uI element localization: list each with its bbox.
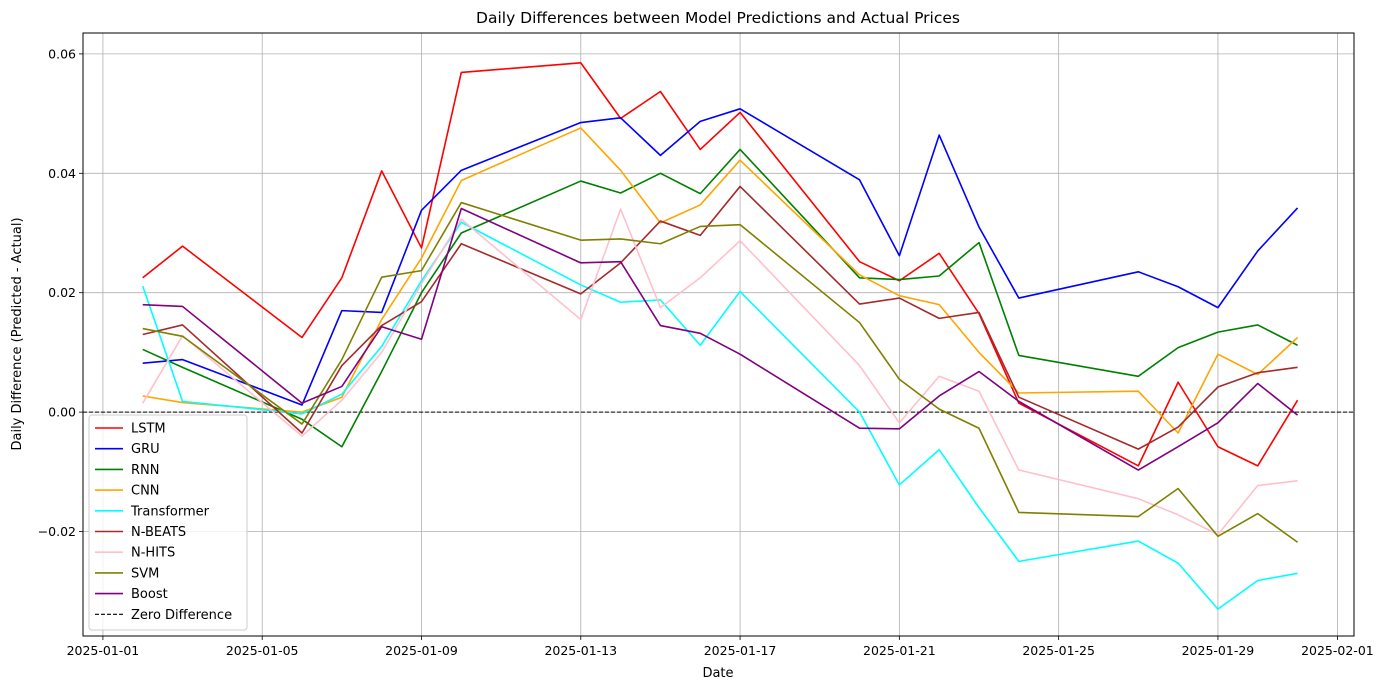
x-axis-label: Date xyxy=(702,666,733,681)
x-tick-label: 2025-01-21 xyxy=(863,643,936,658)
x-tick-label: 2025-02-01 xyxy=(1301,643,1374,658)
series-line-boost xyxy=(142,207,1299,471)
legend-label: N-BEATS xyxy=(131,525,186,540)
x-axis-ticks: 2025-01-01 2025-01-05 2025-01-09 2025-01-13… xyxy=(67,636,1374,658)
y-tick-label: 0.02 xyxy=(48,285,76,300)
x-tick-label: 2025-01-29 xyxy=(1182,643,1255,658)
plot-frame xyxy=(82,32,1355,637)
legend-label: LSTM xyxy=(131,422,166,437)
series-line-transformer xyxy=(141,221,1298,610)
x-tick-label: 2025-01-17 xyxy=(704,643,777,658)
legend-label: RNN xyxy=(131,463,159,478)
y-axis-ticks: −0.02 0.00 0.02 0.04 0.06 xyxy=(38,46,83,539)
series-gru xyxy=(142,108,1299,406)
series-cnn xyxy=(142,127,1299,434)
series-line-n-hits xyxy=(142,208,1298,536)
series-svm xyxy=(142,201,1299,543)
x-tick-label: 2025-01-25 xyxy=(1022,643,1095,658)
x-tick-label: 2025-01-09 xyxy=(385,643,458,658)
legend-label: Boost xyxy=(131,587,168,602)
series-rnn xyxy=(142,148,1298,448)
x-tick-label: 2025-01-01 xyxy=(67,643,140,658)
series-line-svm xyxy=(142,201,1299,543)
y-axis-label: Daily Difference (Predicted - Actual) xyxy=(10,217,25,450)
y-tick-label: −0.02 xyxy=(38,524,76,539)
x-tick-label: 2025-01-05 xyxy=(226,643,299,658)
series-line-lstm xyxy=(142,62,1299,467)
legend-label: SVM xyxy=(131,566,159,581)
legend-label: GRU xyxy=(131,442,160,457)
series-line-n-beats xyxy=(142,185,1298,450)
series-line-cnn xyxy=(142,127,1299,434)
series-lstm xyxy=(142,62,1299,467)
series-transformer xyxy=(141,221,1298,610)
series-boost xyxy=(142,207,1299,471)
y-tick-label: 0.06 xyxy=(48,46,76,61)
legend-box xyxy=(88,414,248,631)
legend-label: CNN xyxy=(131,484,160,499)
chart-title: Daily Differences between Model Predicti… xyxy=(476,9,960,27)
y-tick-label: 0.04 xyxy=(48,166,76,181)
legend-label: Zero Difference xyxy=(131,608,232,623)
series-group xyxy=(141,62,1299,610)
series-line-gru xyxy=(142,108,1299,406)
y-tick-label: 0.00 xyxy=(48,405,76,420)
series-line-rnn xyxy=(142,148,1298,448)
legend: LSTM GRU RNN CNN Transformer N-BEATS N-HITS SVM… xyxy=(88,414,248,631)
legend-label: Transformer xyxy=(130,504,210,519)
x-tick-label: 2025-01-13 xyxy=(544,643,617,658)
legend-label: N-HITS xyxy=(131,546,175,561)
